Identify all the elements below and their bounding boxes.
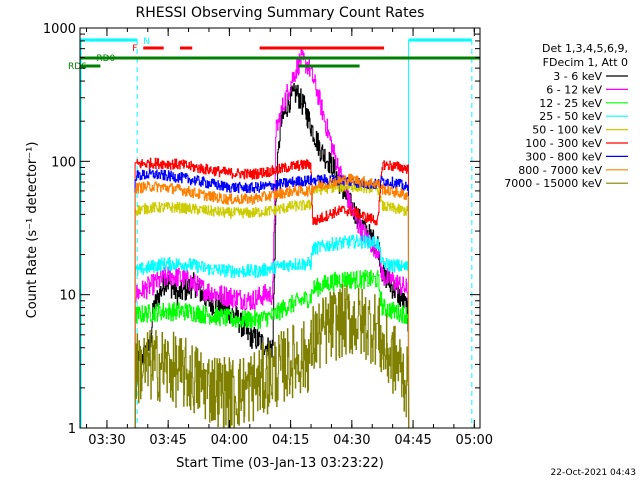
legend-label-4: 50 - 100 keV <box>532 124 602 137</box>
legend-label-2: 12 - 25 keV <box>539 97 602 110</box>
footer-date: 22-Oct-2021 04:43 <box>551 468 636 478</box>
legend-label-6: 300 - 800 keV <box>525 150 602 163</box>
RD0-label: RD0 <box>96 54 115 64</box>
x-tick-label-3: 04:15 <box>272 433 309 448</box>
legend-label-1: 6 - 12 keV <box>546 83 602 96</box>
legend-label-0: 3 - 6 keV <box>553 70 602 83</box>
y-axis-label: Count Rate (s⁻¹ detector⁻¹) <box>25 142 40 319</box>
y-tick-label-1: 10 <box>59 289 76 304</box>
series-line-3 <box>134 234 410 428</box>
legend-label-7: 800 - 7000 keV <box>518 164 602 177</box>
x-tick-label-4: 04:30 <box>333 433 370 448</box>
y-tick-label-3: 1000 <box>43 22 76 37</box>
legend-header-1: FDecim 1, Att 0 <box>543 56 628 69</box>
legend-label-5: 100 - 300 keV <box>525 137 602 150</box>
legend: Det 1,3,4,5,6,9,FDecim 1, Att 03 - 6 keV… <box>504 42 628 190</box>
axes: 03:30 03:45 04:00 04:15 04:30 04:45 05:00 1 10 10… <box>43 22 493 448</box>
chart-title: RHESSI Observing Summary Count Rates <box>136 5 425 21</box>
x-tick-label-6: 05:00 <box>456 433 493 448</box>
plot-area: NF RD0 RD6 <box>68 37 480 428</box>
plot-content <box>80 40 473 428</box>
x-tick-label-5: 04:45 <box>394 433 431 448</box>
series-line-5 <box>134 157 410 428</box>
x-axis-label: Start Time (03-Jan-13 03:23:22) <box>176 456 384 471</box>
x-tick-label-1: 03:45 <box>149 433 186 448</box>
legend-label-8: 7000 - 15000 keV <box>504 177 602 190</box>
N-label: N <box>143 37 150 47</box>
legend-label-3: 25 - 50 keV <box>539 110 602 123</box>
plot-frame <box>79 27 481 429</box>
series-line-8 <box>134 283 410 428</box>
series-line-2 <box>134 269 410 428</box>
legend-header-0: Det 1,3,4,5,6,9, <box>542 42 628 55</box>
x-tick-label-2: 04:00 <box>211 433 248 448</box>
y-tick-label-2: 100 <box>51 155 76 170</box>
RD6-label: RD6 <box>68 62 87 72</box>
x-tick-label-0: 03:30 <box>88 433 125 448</box>
y-tick-label-0: 1 <box>68 422 76 437</box>
series-line-1 <box>134 49 410 428</box>
series-line-7 <box>134 173 410 428</box>
F-label: F <box>132 44 137 54</box>
